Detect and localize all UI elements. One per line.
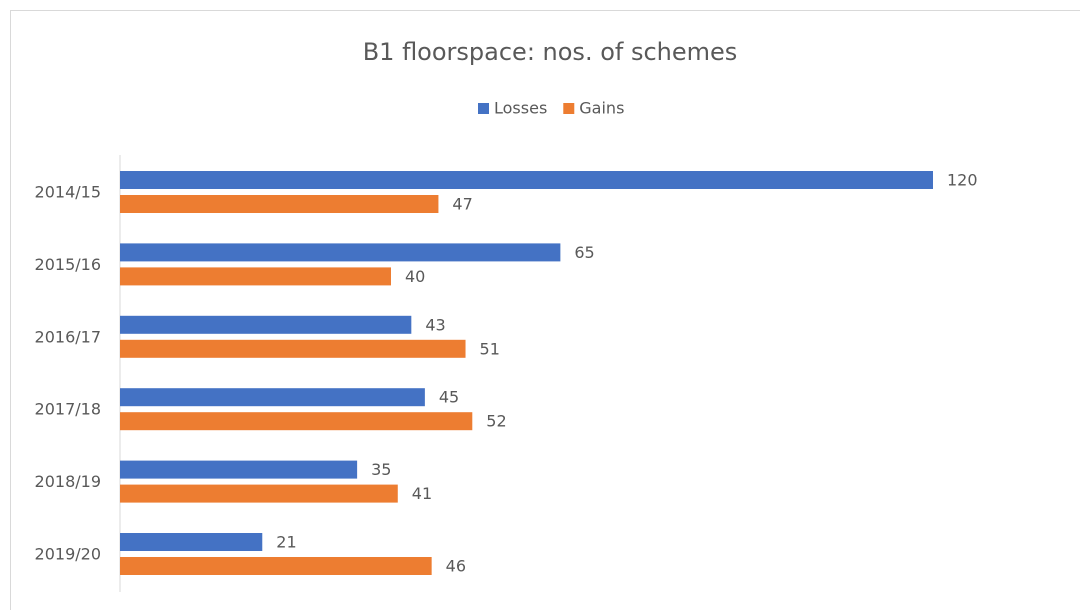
legend-swatch (478, 103, 489, 114)
bar (120, 339, 466, 358)
data-label: 47 (452, 195, 472, 214)
bar (120, 557, 432, 575)
y-tick-label: 2015/16 (35, 255, 101, 274)
data-label: 45 (439, 388, 459, 407)
y-tick-label: 2019/20 (35, 545, 101, 564)
bar (120, 533, 263, 551)
y-tick-label: 2017/18 (35, 400, 101, 419)
data-label: 35 (371, 460, 391, 479)
data-label: 52 (486, 412, 506, 431)
data-label: 46 (446, 557, 466, 576)
bar (120, 388, 425, 407)
data-label: 51 (480, 339, 500, 358)
chart-border (10, 10, 1080, 610)
bar (120, 195, 439, 213)
bar (120, 484, 398, 503)
legend-label: Losses (494, 99, 547, 118)
bar (120, 243, 561, 262)
bar (120, 315, 412, 334)
data-label: 40 (405, 267, 425, 286)
bar (120, 171, 933, 189)
bar (120, 412, 473, 431)
y-tick-label: 2018/19 (35, 472, 101, 491)
data-label: 41 (412, 484, 432, 503)
data-label: 65 (574, 243, 594, 262)
data-label: 21 (276, 533, 296, 552)
bar (120, 267, 391, 286)
y-tick-label: 2014/15 (35, 183, 101, 202)
legend-label: Gains (579, 99, 624, 118)
data-label: 43 (425, 315, 445, 334)
bar (120, 460, 358, 479)
data-label: 120 (947, 171, 978, 190)
chart-title: B1 floorspace: nos. of schemes (363, 38, 738, 66)
legend-swatch (563, 103, 575, 114)
y-tick-label: 2016/17 (35, 327, 101, 346)
